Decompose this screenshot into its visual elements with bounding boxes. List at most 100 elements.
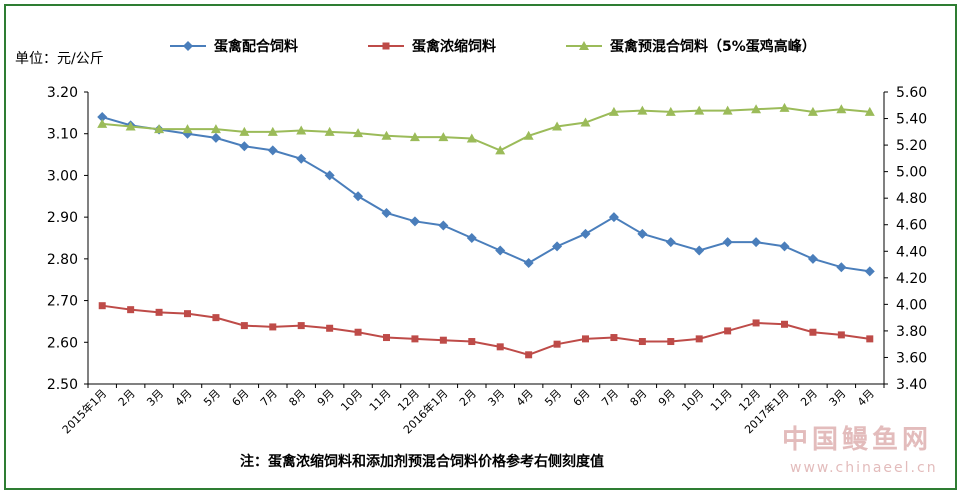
x-tick-label: 10月 [338, 387, 365, 414]
series-3-point [836, 104, 847, 114]
left-tick-label: 2.70 [47, 294, 78, 310]
series-3-point [751, 104, 762, 114]
series-2-point [240, 322, 248, 330]
x-tick-label: 8月 [286, 387, 308, 409]
series-2-point [638, 338, 646, 346]
series-1-point [608, 212, 619, 223]
right-tick-label: 4.40 [896, 244, 927, 260]
series-2-point [695, 335, 703, 343]
series-1-point [779, 241, 790, 252]
series-3-point [580, 117, 591, 127]
legend: 蛋禽配合饲料 蛋禽浓缩饲料 蛋禽预混合饲料（5%蛋鸡高峰） [170, 38, 816, 55]
series-2-point [525, 351, 533, 359]
left-tick-label: 2.80 [47, 252, 78, 268]
y-axis-unit-label: 单位：元/公斤 [15, 51, 104, 67]
series-2-point [837, 331, 845, 339]
series-2-point [297, 322, 305, 330]
right-tick-label: 3.60 [896, 350, 927, 366]
series-1-point [267, 145, 278, 156]
series-3-point [864, 106, 875, 116]
series-2-point [866, 335, 874, 343]
series-2-point [155, 308, 163, 316]
series-2-point [582, 335, 589, 343]
series-1 [97, 112, 875, 277]
series-1-point [353, 191, 364, 202]
series-3-point [495, 145, 506, 155]
right-tick-label: 5.60 [896, 85, 927, 101]
right-tick-label: 4.80 [896, 191, 927, 207]
left-tick-label: 2.50 [47, 377, 78, 393]
legend-item-2: 蛋禽浓缩饲料 [368, 38, 496, 55]
series-1-point [466, 233, 477, 243]
series-1-point [409, 216, 420, 227]
series-1-point [552, 241, 563, 252]
series-3-point [722, 105, 733, 115]
x-tick-label: 4月 [173, 387, 195, 409]
x-tick-label: 2月 [798, 387, 820, 409]
series-1-point [324, 170, 335, 181]
series-1-point [580, 228, 591, 239]
series-3-point [353, 128, 364, 138]
series-1-line [101, 116, 870, 273]
series-2-point [781, 320, 788, 328]
series-1-point [665, 237, 676, 248]
series-2-point [468, 338, 476, 346]
x-tick-label: 9月 [315, 387, 337, 409]
series-1-point [296, 153, 307, 164]
left-tick-label: 3.20 [47, 85, 78, 101]
series-3-point [637, 105, 648, 115]
series-3-point [381, 130, 392, 140]
x-tick-label: 5月 [542, 387, 564, 409]
right-tick-label: 4.60 [896, 218, 927, 234]
series-3-point [324, 126, 335, 136]
series-2-point [98, 302, 106, 310]
legend-label: 蛋禽浓缩饲料 [412, 38, 496, 55]
series-1-point [722, 237, 733, 248]
series-1-point [807, 253, 818, 264]
x-tick-label: 3月 [485, 387, 507, 409]
left-tick-label: 2.60 [47, 335, 78, 351]
x-tick-label: 8月 [628, 387, 650, 409]
series-2-point [269, 323, 277, 331]
series-2-point [383, 334, 390, 342]
series-3-point [665, 106, 676, 116]
right-tick-label: 4.20 [896, 271, 927, 287]
series-2-point [354, 328, 362, 336]
series-3-point [125, 121, 136, 131]
x-tick-label: 6月 [571, 387, 593, 409]
x-tick-label: 11月 [708, 387, 735, 414]
series-1-point [97, 112, 108, 123]
chart-note: 注：蛋禽浓缩饲料和添加剂预混合饲料价格参考右侧刻度值 [240, 453, 604, 470]
x-tick-label: 5月 [201, 387, 223, 409]
legend-label: 蛋禽预混合饲料（5%蛋鸡高峰） [610, 38, 816, 55]
watermark-site-url: www.chinaeel.cn [790, 460, 938, 476]
x-tick-label: 7月 [258, 387, 280, 409]
series-2-point [127, 306, 135, 314]
series-2-point [553, 340, 561, 348]
series-2-point [724, 327, 732, 335]
series-3-point [239, 126, 250, 136]
series-1-point [836, 262, 847, 273]
x-tick-label: 3月 [144, 387, 166, 409]
series-3-point [552, 121, 563, 131]
series-3-point [608, 106, 619, 116]
series-2-point [752, 319, 760, 327]
x-tick-label: 9月 [656, 387, 678, 409]
series-3 [97, 102, 875, 155]
x-tick-label: 4月 [855, 387, 877, 409]
watermark: 中国鳗鱼网 www.chinaeel.cn [782, 425, 938, 476]
series-2-point [610, 334, 618, 342]
x-tick-label: 7月 [599, 387, 621, 409]
series-1-point [381, 207, 392, 218]
series-2 [98, 302, 874, 359]
series-2-point [212, 314, 220, 322]
legend-item-3: 蛋禽预混合饲料（5%蛋鸡高峰） [566, 38, 816, 55]
series-2-point [667, 338, 675, 346]
right-tick-label: 5.00 [896, 165, 927, 181]
series-3-point [779, 102, 790, 112]
series-2-line [102, 304, 870, 356]
x-tick-label: 6月 [230, 387, 252, 409]
series-3-point [438, 132, 449, 142]
series-2-point [411, 335, 419, 343]
